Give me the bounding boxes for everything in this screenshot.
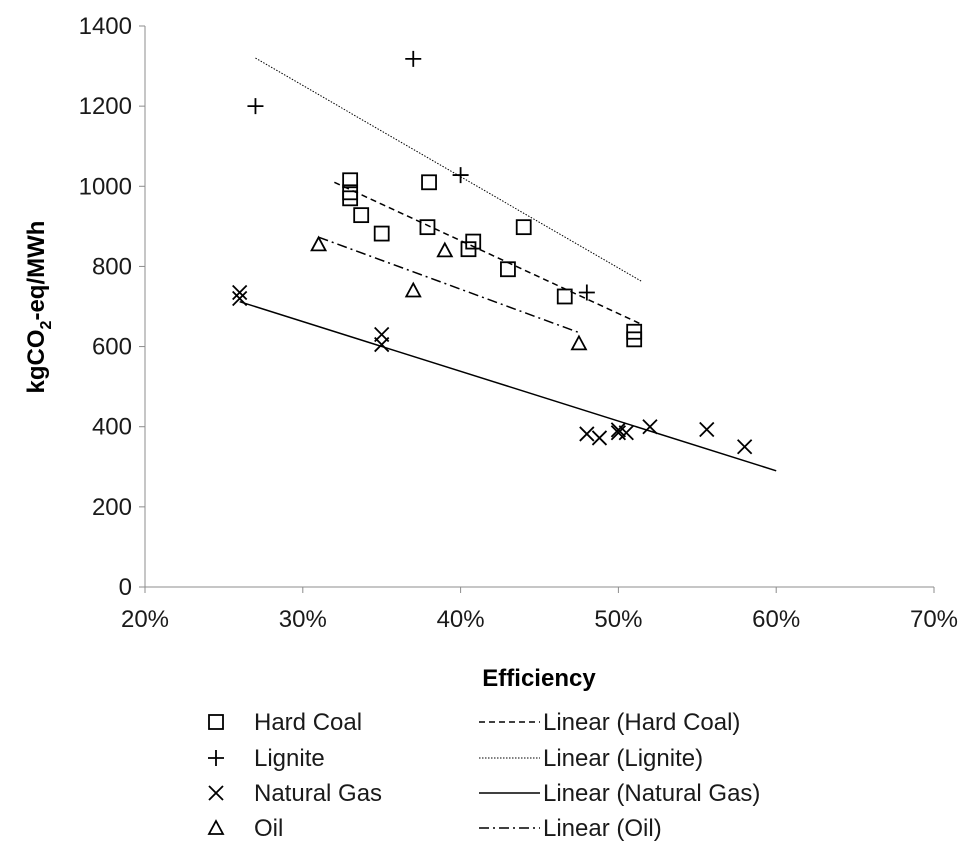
data-point-natural-gas (618, 425, 634, 441)
data-point-oil (310, 235, 328, 252)
legend-label: Linear (Natural Gas) (543, 780, 760, 807)
data-point-lignite (452, 167, 469, 184)
data-point-natural-gas (591, 430, 608, 446)
y-tick-label: 0 (119, 574, 132, 601)
trendline (239, 300, 777, 472)
y-tick-label: 200 (92, 494, 132, 521)
legend-marker-hard-coal (208, 714, 224, 730)
data-point-hard-coal (465, 233, 482, 250)
data-point-lignite (578, 284, 595, 301)
data-point-natural-gas (374, 336, 390, 353)
data-point-lignite (247, 98, 264, 115)
data-point-oil (436, 241, 454, 258)
data-point-hard-coal (342, 190, 359, 207)
legend-marker-lignite (208, 750, 224, 766)
data-point-hard-coal (353, 207, 370, 224)
x-tick-label: 40% (437, 606, 485, 633)
data-point-hard-coal (500, 261, 516, 278)
data-point-natural-gas (737, 439, 753, 455)
y-tick-label: 1400 (79, 13, 132, 40)
data-point-natural-gas (642, 419, 658, 435)
y-ticks: 0 200 400 600 800 1000 1200 1400 (79, 13, 145, 601)
y-tick-label: 800 (92, 253, 132, 280)
y-tick-label: 1200 (79, 93, 132, 120)
data-point-hard-coal (419, 219, 436, 236)
legend-label: Lignite (254, 745, 325, 772)
legend-marker-oil (207, 819, 225, 835)
legend-label: Hard Coal (254, 709, 362, 736)
y-axis-title-part-2: -eq/MWh (23, 221, 50, 321)
legend-label: Linear (Lignite) (543, 745, 703, 772)
x-tick-label: 20% (121, 606, 169, 633)
x-tick-label: 30% (279, 606, 327, 633)
data-point-natural-gas (610, 422, 627, 438)
trendline (318, 236, 580, 334)
y-tick-label: 1000 (79, 173, 132, 200)
data-point-natural-gas (579, 426, 595, 442)
data-point-hard-coal (626, 331, 643, 348)
legend-label: Oil (254, 815, 283, 842)
data-point-oil (404, 281, 422, 298)
data-point-hard-coal (515, 219, 532, 236)
data-point-hard-coal (556, 288, 573, 305)
trendline (334, 181, 643, 326)
data-point-hard-coal (373, 225, 390, 242)
x-tick-label: 60% (752, 606, 800, 633)
data-points (232, 50, 753, 455)
trendline (255, 57, 643, 283)
legend-label: Linear (Hard Coal) (543, 709, 740, 736)
y-axis-title-part-1: kgCO (23, 329, 50, 393)
axes (144, 26, 934, 588)
legend-marker-natural-gas (208, 785, 224, 801)
data-point-natural-gas (610, 425, 627, 441)
data-point-lignite (405, 50, 422, 67)
data-point-oil (570, 334, 588, 351)
y-axis-title: kgCO2-eq/MWh (23, 221, 55, 394)
data-point-natural-gas (232, 284, 248, 301)
trendlines (239, 57, 777, 472)
y-tick-label: 600 (92, 334, 132, 361)
legend: Hard Coal Lignite Natural Gas Oil Linear (Ha… (207, 709, 760, 842)
x-tick-label: 70% (910, 606, 958, 633)
y-tick-label: 400 (92, 414, 132, 441)
x-tick-label: 50% (594, 606, 642, 633)
x-ticks: 20% 30% 40% 50% 60% 70% (121, 587, 958, 633)
legend-label: Linear (Oil) (543, 815, 662, 842)
data-point-hard-coal (421, 174, 437, 191)
data-point-hard-coal (342, 172, 359, 189)
legend-label: Natural Gas (254, 780, 382, 807)
data-point-natural-gas (699, 421, 715, 438)
x-axis-title: Efficiency (482, 665, 596, 692)
data-point-natural-gas (232, 290, 248, 307)
y-axis-title-subscript: 2 (38, 320, 55, 329)
